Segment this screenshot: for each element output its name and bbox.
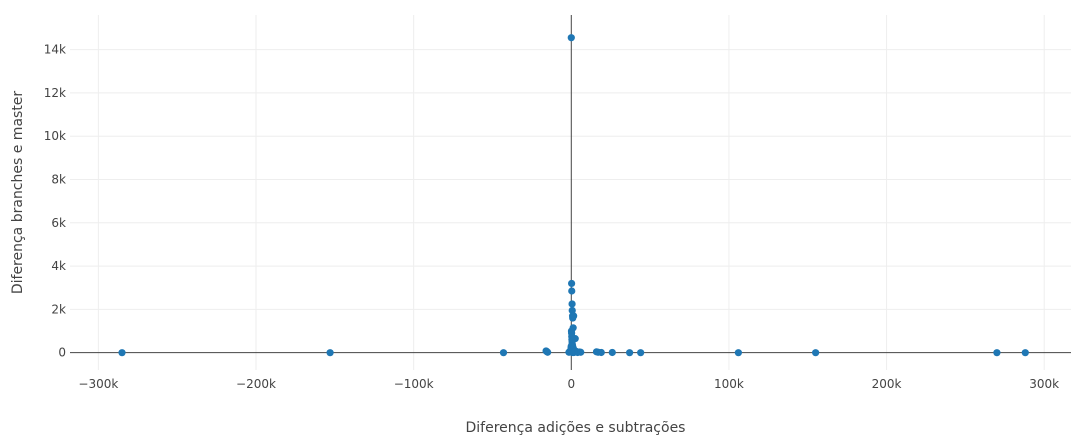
data-point — [577, 348, 585, 356]
data-point — [1021, 349, 1029, 357]
y-tick-label: 10k — [44, 129, 66, 143]
data-point — [626, 349, 634, 357]
data-points — [118, 34, 1029, 357]
y-tick-label: 0 — [58, 346, 66, 360]
data-point — [568, 287, 576, 295]
y-axis-title: Diferença branches e master — [10, 91, 26, 295]
y-tick-label: 12k — [44, 86, 66, 100]
data-point — [326, 349, 334, 357]
y-tick-label: 14k — [44, 43, 66, 57]
x-tick-label: 100k — [714, 377, 744, 391]
data-point — [597, 348, 605, 357]
data-point — [637, 349, 645, 357]
x-tick-label: 300k — [1029, 377, 1059, 391]
x-tick-label: −200k — [236, 377, 276, 391]
x-tick-label: −300k — [78, 377, 118, 391]
x-axis-title: Diferença adições e subtrações — [466, 420, 686, 435]
tick-labels: −300k −200k −100k 0 100k 200k 300k 0 2k 4k 6k 8k 10k… — [44, 43, 1059, 391]
data-point — [499, 349, 508, 357]
y-tick-label: 4k — [51, 259, 66, 273]
data-point — [568, 279, 576, 288]
data-point — [993, 349, 1001, 357]
x-tick-label: 0 — [567, 377, 575, 391]
data-point — [734, 349, 742, 357]
y-tick-label: 8k — [51, 173, 66, 187]
data-point — [568, 306, 576, 315]
data-point — [568, 300, 576, 308]
x-tick-label: −100k — [394, 377, 434, 391]
y-tick-label: 2k — [51, 302, 66, 316]
data-point — [608, 348, 616, 357]
x-tick-label: 200k — [872, 377, 902, 391]
data-point — [570, 312, 578, 320]
data-point — [544, 348, 552, 356]
grid — [70, 15, 1071, 370]
data-point — [567, 34, 575, 42]
data-point — [118, 349, 126, 357]
data-point — [812, 349, 820, 357]
y-tick-label: 6k — [51, 216, 66, 230]
